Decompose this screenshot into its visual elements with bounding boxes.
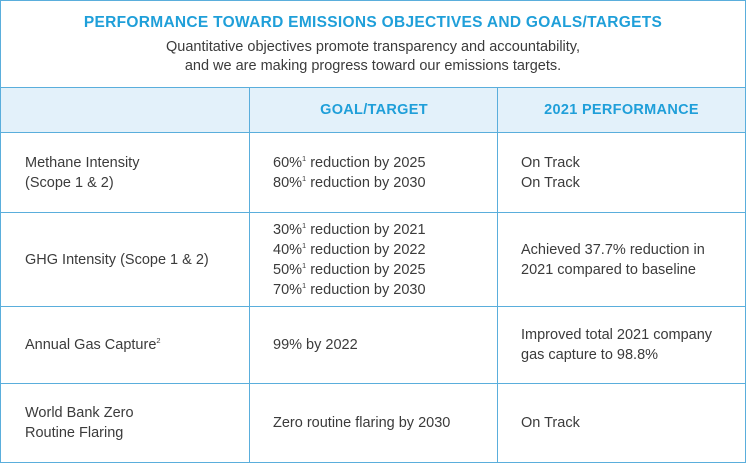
goal-line: 99% by 2022 [273,337,358,353]
performance-line: On Track [521,174,580,191]
table-header: PERFORMANCE TOWARD EMISSIONS OBJECTIVES … [1,1,745,87]
table-row-gas-capture-metric: Annual Gas Capture2 [25,307,245,383]
performance-line: On Track [521,415,580,431]
column-header-performance: 2021 PERFORMANCE [544,102,699,118]
footnote-marker: 1 [302,173,307,183]
table-row-ghg-performance: Achieved 37.7% reduction in 2021 compare… [521,213,743,306]
performance-line: On Track [521,154,580,171]
goal-line: 50%1 reduction by 2025 [273,260,493,280]
table-row-ghg-metric: GHG Intensity (Scope 1 & 2) [25,213,245,306]
goal-line: 40%1 reduction by 2022 [273,240,493,260]
goal-line: 70%1 reduction by 2030 [273,280,493,300]
text-fragment: 30% [273,221,303,238]
metric-label: GHG Intensity (Scope 1 & 2) [25,251,209,268]
table-row-flaring-goal: Zero routine flaring by 2030 [273,384,493,462]
table-row-methane-goal: 60%1 reduction by 2025 80%1 reduction by… [273,133,493,212]
footnote-marker: 1 [302,280,307,290]
text-fragment: reduction by 2021 [306,221,426,238]
metric-label: World Bank Zero [25,405,134,421]
column-header-metric [1,88,250,132]
column-header-goal: GOAL/TARGET [320,102,428,118]
row-divider [1,306,745,307]
footnote-marker: 1 [302,153,307,163]
metric-label: (Scope 1 & 2) [25,174,114,191]
performance-line: Improved total 2021 company [521,327,713,343]
text-fragment: reduction by 2025 [306,261,426,278]
subtitle-line: Quantitative objectives promote transpar… [165,39,580,55]
metric-label: Annual Gas Capture2 [25,335,245,355]
metric-label: Methane Intensity [25,154,140,171]
footnote-marker: 2 [156,336,161,345]
metric-label: Routine Flaring [25,425,124,441]
text-fragment: 50% [273,261,303,278]
table-row-flaring-performance: On Track [521,384,743,462]
text-fragment: 40% [273,241,303,258]
text-fragment: 60% [273,154,303,171]
goal-line: 30%1 reduction by 2021 [273,220,493,240]
footnote-marker: 1 [302,260,307,270]
table-row-ghg-goal: 30%1 reduction by 2021 40%1 reduction by… [273,213,493,306]
subtitle: Quantitative objectives promote transpar… [1,38,745,75]
goal-line: 60%1 reduction by 2025 [273,153,493,173]
text-fragment: reduction by 2030 [306,174,426,191]
text-fragment: reduction by 2025 [306,154,426,171]
table-row-gas-capture-performance: Improved total 2021 company gas capture … [521,307,743,383]
table-row-methane-metric: Methane Intensity (Scope 1 & 2) [25,133,245,212]
table-row-methane-performance: On Track On Track [521,133,743,212]
text-fragment: 70% [273,281,303,298]
page-title: PERFORMANCE TOWARD EMISSIONS OBJECTIVES … [83,14,663,31]
row-divider [1,212,745,213]
footnote-marker: 1 [302,240,307,250]
text-fragment: reduction by 2030 [306,281,426,298]
column-divider [249,87,250,462]
subtitle-line: and we are making progress toward our em… [184,57,562,74]
goal-line: 80%1 reduction by 2030 [273,173,493,193]
footnote-marker: 1 [302,220,307,230]
row-divider [1,383,745,384]
text-fragment: reduction by 2022 [306,241,426,258]
performance-line: gas capture to 98.8% [521,347,659,363]
column-header-row [1,87,745,133]
table-row-flaring-metric: World Bank Zero Routine Flaring [25,384,245,462]
performance-line: 2021 compared to baseline [521,261,696,278]
column-divider [497,87,498,462]
text-fragment: Annual Gas Capture [25,337,157,353]
table-row-gas-capture-goal: 99% by 2022 [273,307,493,383]
text-fragment: 80% [273,174,303,191]
performance-line: Achieved 37.7% reduction in [521,241,705,258]
goal-line: Zero routine flaring by 2030 [273,415,451,431]
